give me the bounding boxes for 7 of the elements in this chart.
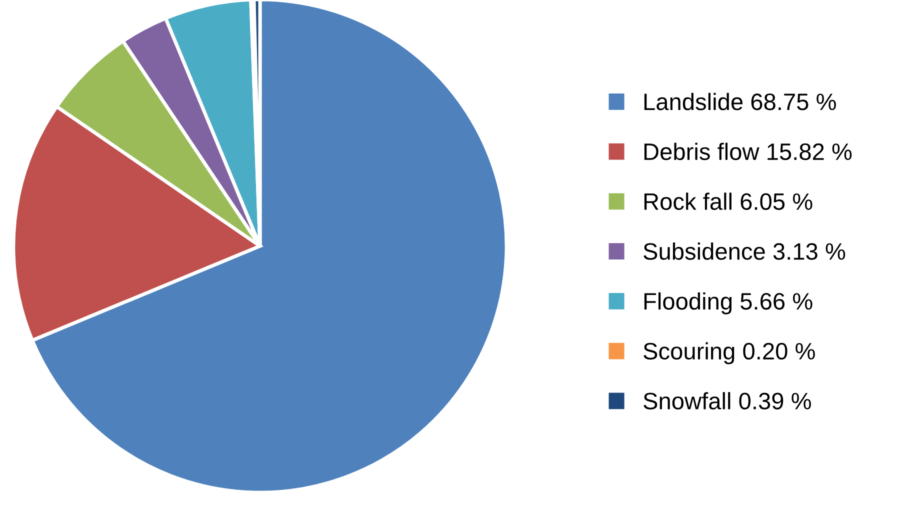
legend-label: Debris flow 15.82 %: [644, 142, 852, 160]
legend-label: Flooding 5.66 %: [644, 292, 812, 314]
legend-label: Snowfall 0.39 %: [644, 392, 811, 410]
legend-label: Rock fall 6.05 %: [644, 192, 812, 210]
legend-label: Scouring 0.20 %: [644, 342, 815, 364]
legend-label: Subsidence 3.13 %: [644, 242, 846, 260]
legend-label: Landslide 68.75 %: [644, 92, 836, 110]
